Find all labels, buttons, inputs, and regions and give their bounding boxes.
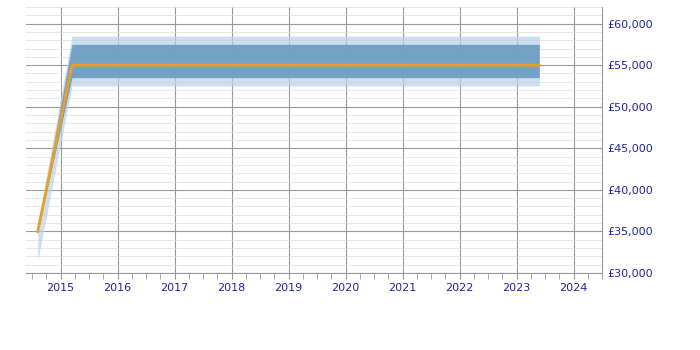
- Legend: Median, 25th to 75th Percentile Range, 10th to 90th Percentile Range: Median, 25th to 75th Percentile Range, 1…: [22, 346, 538, 350]
